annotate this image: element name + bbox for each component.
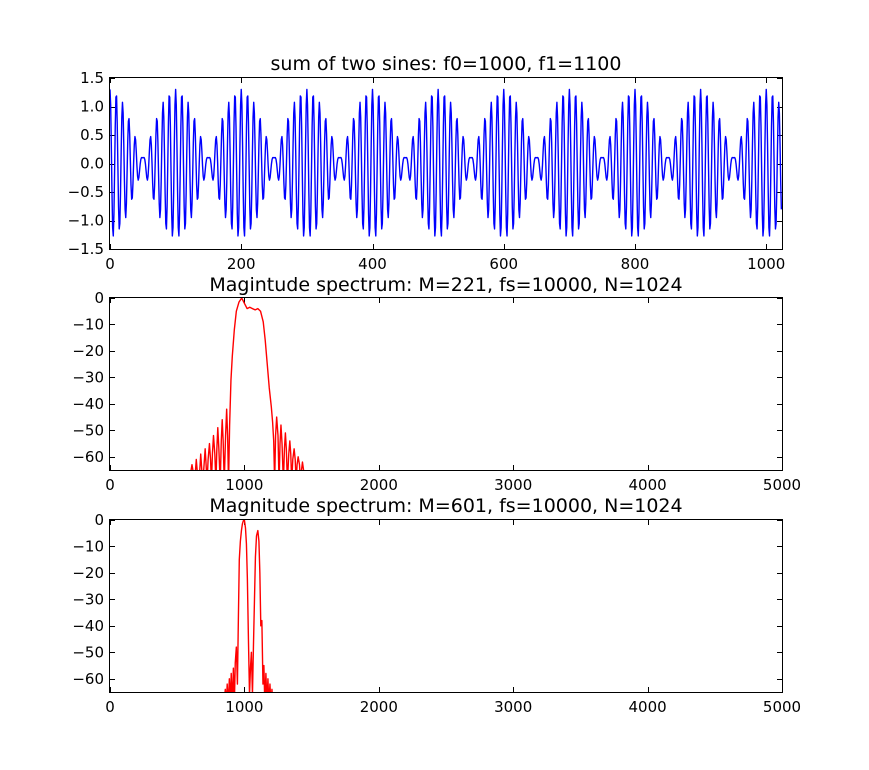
y-tick-label: 0 [94, 511, 104, 529]
x-tick-label: 200 [227, 255, 256, 273]
y-tick-label: −60 [72, 670, 104, 688]
y-tick-label: 0.0 [80, 155, 104, 173]
y-tick-label: 1.5 [80, 69, 104, 87]
y-tick-label: 0.5 [80, 126, 104, 144]
x-tick-label: 5000 [763, 698, 801, 716]
axes-frame [109, 77, 783, 250]
plot-spectrum-m601: Magnitude spectrum: M=601, fs=10000, N=1… [72, 495, 801, 716]
plot-title: Magintude spectrum: M=221, fs=10000, N=1… [209, 274, 682, 296]
x-tick-label: 2000 [360, 698, 398, 716]
x-tick-label: 0 [105, 476, 115, 494]
plot-title: Magnitude spectrum: M=601, fs=10000, N=1… [209, 495, 682, 517]
x-tick-label: 800 [621, 255, 650, 273]
x-tick-label: 0 [105, 255, 115, 273]
y-tick-label: −50 [72, 643, 104, 661]
y-tick-label: −60 [72, 448, 104, 466]
x-tick-label: 4000 [629, 698, 667, 716]
x-tick-label: 1000 [225, 476, 263, 494]
y-tick-label: −40 [72, 617, 104, 635]
x-tick-label: 3000 [494, 698, 532, 716]
y-tick-label: −20 [72, 342, 104, 360]
axes-frame [109, 519, 783, 693]
y-tick-label: −30 [72, 368, 104, 386]
y-tick-label: −40 [72, 395, 104, 413]
y-tick-label: −50 [72, 421, 104, 439]
y-tick-label: −10 [72, 315, 104, 333]
axes-frame [109, 297, 783, 471]
x-tick-label: 5000 [763, 476, 801, 494]
plot-spectrum-m221: Magintude spectrum: M=221, fs=10000, N=1… [72, 274, 801, 494]
x-tick-label: 600 [489, 255, 518, 273]
x-tick-label: 2000 [360, 476, 398, 494]
y-tick-label: −0.5 [68, 183, 104, 201]
y-tick-label: −30 [72, 590, 104, 608]
series-line [110, 88, 782, 237]
y-tick-label: 1.0 [80, 98, 104, 116]
y-tick-label: −1.0 [68, 212, 104, 230]
y-tick-label: −10 [72, 537, 104, 555]
y-tick-label: −1.5 [68, 240, 104, 258]
x-tick-label: 0 [105, 698, 115, 716]
x-tick-label: 1000 [225, 698, 263, 716]
plot-title: sum of two sines: f0=1000, f1=1100 [271, 53, 622, 75]
x-tick-label: 3000 [494, 476, 532, 494]
series-line [190, 298, 305, 470]
plot-sum-of-sines: sum of two sines: f0=1000, f1=1100 0 200 4… [68, 53, 786, 273]
x-tick-label: 4000 [629, 476, 667, 494]
y-tick-label: −20 [72, 564, 104, 582]
x-tick-label: 400 [358, 255, 387, 273]
x-tick-label: 1000 [747, 255, 785, 273]
y-tick-label: 0 [94, 289, 104, 307]
